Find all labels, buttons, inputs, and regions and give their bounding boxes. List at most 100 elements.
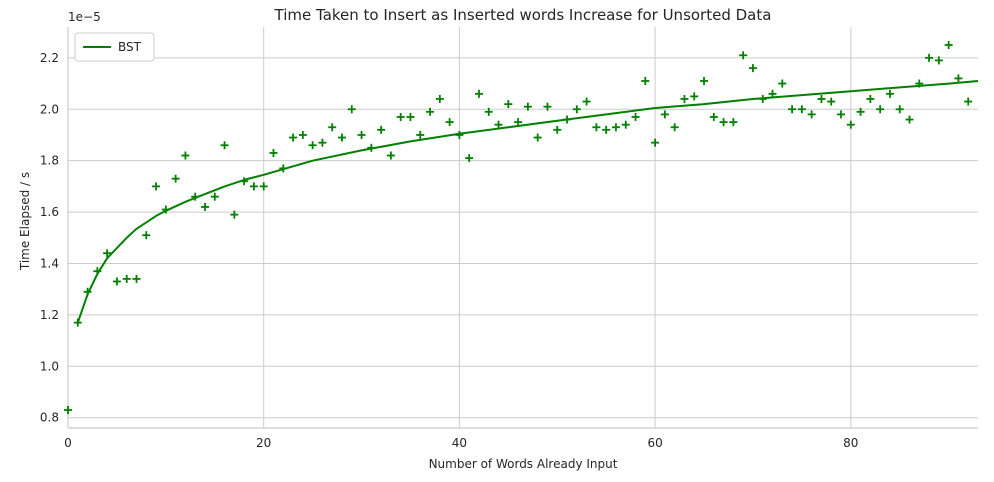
y-tick-label: 0.8 <box>40 411 59 425</box>
data-point-marker <box>788 105 797 114</box>
data-point-marker <box>259 182 268 191</box>
data-point-marker <box>680 94 689 103</box>
legend-box <box>74 32 155 62</box>
scatter-markers <box>64 40 973 415</box>
data-point-marker <box>426 107 435 116</box>
data-point-marker <box>337 133 346 142</box>
y-tick-label: 1.8 <box>40 154 59 168</box>
data-point-marker <box>83 287 92 296</box>
x-tick-label: 40 <box>452 436 467 450</box>
bst-line-layer <box>76 80 979 323</box>
data-point-marker <box>700 76 709 85</box>
data-point-marker <box>152 182 161 191</box>
y-axis-offset-label: 1e−5 <box>68 10 101 24</box>
x-tick-label: 80 <box>843 436 858 450</box>
data-point-marker <box>298 130 307 139</box>
tick-labels: 0 20 40 60 80 0.8 1.0 1.2 1.4 1.6 1.8 2.0 2.2 <box>40 51 859 450</box>
data-point-marker <box>797 105 806 114</box>
data-point-marker <box>827 97 836 106</box>
data-point-marker <box>817 94 826 103</box>
data-point-marker <box>484 107 493 116</box>
data-point-marker <box>895 105 904 114</box>
data-point-marker <box>445 118 454 127</box>
data-point-marker <box>954 74 963 83</box>
data-point-marker <box>592 123 601 132</box>
data-point-marker <box>621 120 630 129</box>
data-point-marker <box>416 130 425 139</box>
data-point-marker <box>670 123 679 132</box>
data-point-marker <box>318 138 327 147</box>
data-point-marker <box>631 112 640 121</box>
data-point-marker <box>807 110 816 119</box>
data-point-marker <box>846 120 855 129</box>
data-point-marker <box>533 133 542 142</box>
data-point-marker <box>582 97 591 106</box>
data-point-marker <box>758 94 767 103</box>
data-point-marker <box>210 192 219 201</box>
data-point-marker <box>523 102 532 111</box>
data-point-marker <box>142 231 151 240</box>
data-point-marker <box>103 249 112 258</box>
y-tick-label: 1.6 <box>40 205 59 219</box>
data-point-marker <box>934 56 943 65</box>
data-point-marker <box>161 205 170 214</box>
data-point-marker <box>112 277 121 286</box>
grid <box>67 27 978 428</box>
data-point-marker <box>406 112 415 121</box>
data-point-marker <box>347 105 356 114</box>
data-point-marker <box>455 130 464 139</box>
y-tick-label: 2.0 <box>40 102 59 116</box>
data-point-marker <box>543 102 552 111</box>
data-point-marker <box>690 92 699 101</box>
data-point-marker <box>64 406 72 415</box>
data-point-marker <box>905 115 914 124</box>
data-point-marker <box>553 125 562 134</box>
y-tick-label: 1.4 <box>40 256 59 270</box>
data-point-marker <box>73 318 82 327</box>
data-point-marker <box>866 94 875 103</box>
data-point-marker <box>386 151 395 160</box>
data-point-marker <box>289 133 298 142</box>
data-point-marker <box>885 89 894 98</box>
x-tick-label: 20 <box>256 436 271 450</box>
data-point-marker <box>856 107 865 116</box>
data-point-marker <box>220 141 229 150</box>
y-tick-label: 1.0 <box>40 359 59 373</box>
data-point-marker <box>729 118 738 127</box>
data-point-marker <box>377 125 386 134</box>
data-point-marker <box>279 164 288 173</box>
data-point-marker <box>269 148 278 157</box>
x-axis-label: Number of Words Already Input <box>429 457 618 471</box>
data-point-marker <box>93 267 102 276</box>
data-point-marker <box>611 123 620 132</box>
data-point-marker <box>651 138 660 147</box>
data-point-marker <box>494 120 503 129</box>
data-point-marker <box>396 112 405 121</box>
data-point-marker <box>837 110 846 119</box>
y-tick-label: 1.2 <box>40 308 59 322</box>
data-point-marker <box>249 182 258 191</box>
data-point-marker <box>191 192 200 201</box>
data-point-marker <box>739 51 748 60</box>
y-axis-label: Time Elapsed / s <box>18 172 32 271</box>
x-tick-label: 0 <box>64 436 72 450</box>
data-point-marker <box>944 40 953 49</box>
data-point-marker <box>925 53 934 62</box>
data-point-marker <box>328 123 337 132</box>
data-point-marker <box>181 151 190 160</box>
bst-series-line <box>76 80 979 323</box>
data-point-marker <box>778 79 787 88</box>
data-point-marker <box>357 130 366 139</box>
data-point-marker <box>719 118 728 127</box>
data-point-marker <box>602 125 611 134</box>
data-point-marker <box>915 79 924 88</box>
data-point-marker <box>171 174 180 183</box>
y-tick-label: 2.2 <box>40 51 59 65</box>
data-point-marker <box>230 210 239 219</box>
data-point-marker <box>768 89 777 98</box>
data-point-marker <box>435 94 444 103</box>
data-point-marker <box>465 154 474 163</box>
data-point-marker <box>504 100 513 109</box>
chart-title: Time Taken to Insert as Inserted words I… <box>274 6 772 24</box>
